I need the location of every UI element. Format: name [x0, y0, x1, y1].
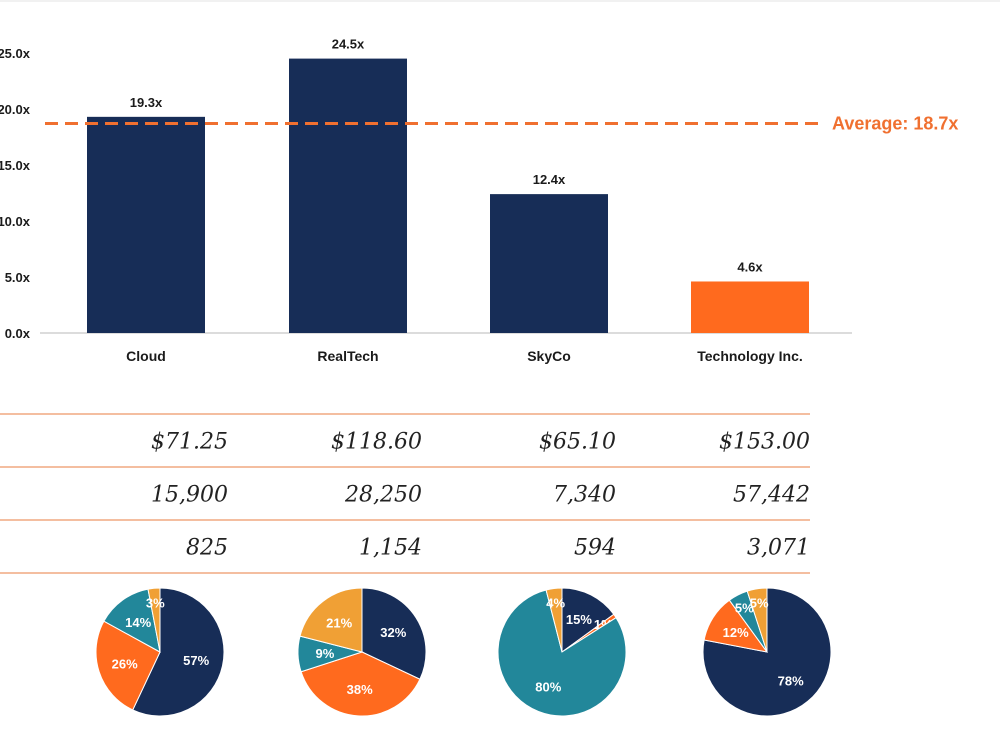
bar-value-label: 12.4x: [533, 172, 566, 187]
y-tick-label: 25.0x: [0, 46, 31, 61]
y-tick-label: 10.0x: [0, 214, 31, 229]
pie-slice-label: 21%: [326, 616, 352, 631]
pie-chart: 78%12%5%5%: [702, 587, 832, 717]
pie-slice: [497, 589, 627, 717]
pie-slice-label: 5%: [735, 601, 754, 616]
pie-slice-label: 26%: [112, 657, 138, 672]
pie-slice-label: 3%: [146, 595, 165, 610]
bar-value-label: 24.5x: [332, 37, 365, 52]
pie-slice: [299, 587, 363, 653]
table-cell: 594: [574, 536, 616, 561]
y-tick-label: 5.0x: [5, 270, 31, 285]
pie-slice: [545, 587, 563, 653]
x-category-label: Technology Inc.: [697, 348, 803, 364]
bar: [87, 116, 205, 333]
pie-chart-row: 57%26%14%3%32%38%9%21% 15% 1%80%4%78%12%5%…: [95, 587, 832, 717]
table-cell: $65.10: [539, 430, 616, 455]
pie-slice: [147, 587, 161, 653]
table-cell: $71.25: [151, 430, 228, 455]
table-cell: 15,900: [151, 483, 228, 508]
pie-slice: [300, 651, 421, 717]
pie-slice-label: 80%: [535, 680, 561, 695]
pie-slice: [103, 588, 161, 653]
bar: [289, 58, 407, 333]
table-cell: 7,340: [553, 483, 616, 508]
multiple-bar-chart: 0.0x 5.0x 10.0x 15.0x 20.0x 25.0x 19.3x Cloud 24…: [0, 0, 1000, 364]
pie-slice: [702, 587, 832, 717]
pie-slice: [361, 587, 427, 680]
pie-slice-label: 15%: [566, 612, 592, 627]
bar: [490, 194, 608, 333]
pie-slice: [746, 587, 768, 653]
table-cell: $118.60: [331, 430, 422, 455]
table-cell: 28,250: [344, 483, 422, 508]
y-tick-label: 0.0x: [5, 326, 31, 341]
pie-slice: [561, 587, 615, 653]
table-cell: 3,071: [747, 536, 810, 561]
table-cell: $153.00: [719, 430, 810, 455]
table-cell: 1,154: [359, 536, 422, 561]
bar: [691, 281, 809, 333]
pie-chart: 57% 26% 14% 3%: [95, 587, 225, 717]
x-category-label: RealTech: [317, 348, 378, 364]
table-cell: 825: [186, 536, 228, 561]
pie-slice-label: 57%: [183, 653, 209, 668]
pie-slice-label: 5%: [750, 596, 769, 611]
y-tick-label: 15.0x: [0, 158, 31, 173]
pie-slice-label: 38%: [347, 682, 373, 697]
pie-slice-label: 32%: [380, 625, 406, 640]
bar-value-label: 4.6x: [737, 259, 763, 274]
table-cell: 57,442: [733, 483, 810, 508]
pie-slice-label: 4%: [546, 596, 565, 611]
pie-slice: [132, 587, 225, 717]
pie-chart: 15% 1%80%4%: [497, 587, 627, 717]
pie-slice-label: 78%: [778, 674, 804, 689]
company-data-table: $71.25 $118.60 $65.10 $153.00 15,900 28,250 7,…: [0, 413, 810, 574]
pie-chart: 32% 38% 9% 21%: [297, 587, 427, 717]
bar-value-label: 19.3x: [130, 95, 163, 110]
x-category-label: Cloud: [126, 348, 166, 364]
y-tick-label: 20.0x: [0, 102, 31, 117]
average-label: Average: 18.7x: [832, 114, 958, 134]
pie-slice-label: 9%: [316, 646, 335, 661]
pie-slice-label: 14%: [125, 615, 151, 630]
pie-slice-label: 12%: [723, 625, 749, 640]
x-category-label: SkyCo: [527, 348, 571, 364]
